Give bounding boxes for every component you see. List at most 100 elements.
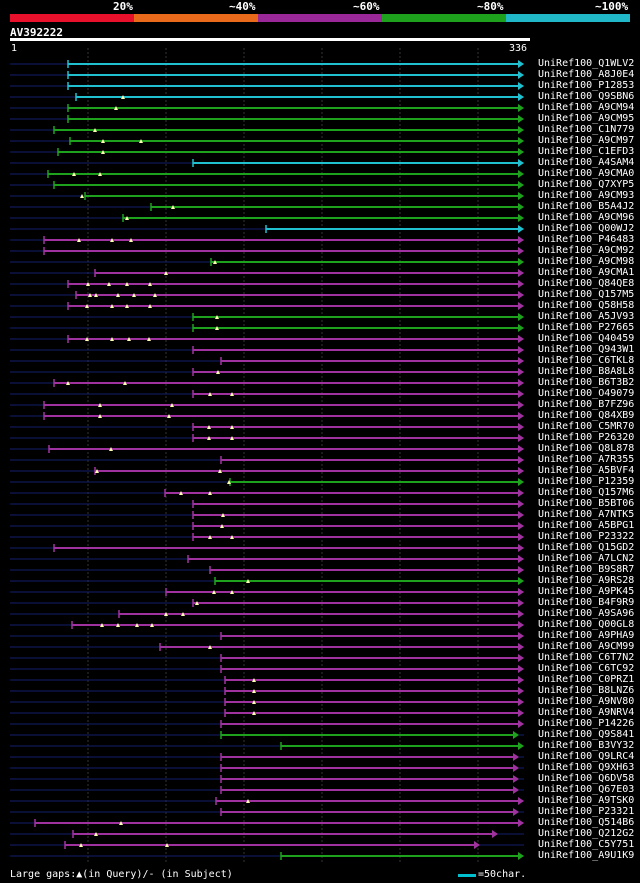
hit-label[interactable]: UniRef100_A9CMA0: [538, 168, 635, 179]
hit-label[interactable]: UniRef100_B3VY32: [538, 740, 635, 751]
hit-label[interactable]: UniRef100_A9CM98: [538, 256, 635, 267]
gap-marker: [165, 843, 169, 847]
hit-arrow: [492, 830, 498, 838]
hit-label[interactable]: UniRef100_Q7XYP5: [538, 179, 635, 190]
hit-label[interactable]: UniRef100_A9NV80: [538, 696, 635, 707]
hit-label[interactable]: UniRef100_P46483: [538, 234, 635, 245]
hit-label[interactable]: UniRef100_A7R355: [538, 454, 635, 465]
hit-label[interactable]: UniRef100_P26320: [538, 432, 635, 443]
hit-arrow: [518, 291, 524, 299]
hit-label[interactable]: UniRef100_Q1WLV2: [538, 58, 635, 69]
hit-label[interactable]: UniRef100_A5BVF4: [538, 465, 635, 476]
hit-label[interactable]: UniRef100_A9PK45: [538, 586, 635, 597]
hit-arrow: [518, 368, 524, 376]
hit-label[interactable]: UniRef100_A7NTK5: [538, 509, 635, 520]
hit-label[interactable]: UniRef100_Q40459: [538, 333, 635, 344]
hit-label[interactable]: UniRef100_A9CM94: [538, 102, 635, 113]
hit-label[interactable]: UniRef100_Q514B6: [538, 817, 635, 828]
hit-label[interactable]: UniRef100_A9CM93: [538, 190, 635, 201]
query-sequence-bar: [10, 38, 530, 41]
hit-label[interactable]: UniRef100_Q58H58: [538, 300, 635, 311]
hit-label[interactable]: UniRef100_A5BPG1: [538, 520, 635, 531]
hit-label[interactable]: UniRef100_Q943W1: [538, 344, 635, 355]
hit-label[interactable]: UniRef100_Q84XB9: [538, 410, 635, 421]
hit-label[interactable]: UniRef100_B9S8R7: [538, 564, 635, 575]
identity-scale-labels: 20% ~40% ~60% ~80% ~100%: [0, 0, 640, 14]
gap-marker: [153, 293, 157, 297]
hit-label[interactable]: UniRef100_B4F9R9: [538, 597, 635, 608]
gap-marker: [127, 337, 131, 341]
hit-label[interactable]: UniRef100_Q15GD2: [538, 542, 635, 553]
hit-label[interactable]: UniRef100_C1N779: [538, 124, 635, 135]
hit-arrow: [518, 709, 524, 717]
hit-label[interactable]: UniRef100_P23322: [538, 531, 635, 542]
legend-scale-bar: [458, 874, 476, 877]
hit-arrow: [518, 280, 524, 288]
hit-label[interactable]: UniRef100_A9CM97: [538, 135, 635, 146]
hit-label[interactable]: UniRef100_Q9S841: [538, 729, 635, 740]
gap-marker: [72, 172, 76, 176]
hit-label[interactable]: UniRef100_C5MR70: [538, 421, 635, 432]
hit-arrow: [518, 346, 524, 354]
hit-label[interactable]: UniRef100_Q67E03: [538, 784, 635, 795]
hit-label[interactable]: UniRef100_A9SA96: [538, 608, 635, 619]
hit-label[interactable]: UniRef100_Q157M6: [538, 487, 635, 498]
hit-arrow: [513, 786, 519, 794]
hit-label[interactable]: UniRef100_Q9XH63: [538, 762, 635, 773]
hit-label[interactable]: UniRef100_P14226: [538, 718, 635, 729]
hit-label[interactable]: UniRef100_P12359: [538, 476, 635, 487]
hit-label[interactable]: UniRef100_A9CM92: [538, 245, 635, 256]
hit-label[interactable]: UniRef100_B8A8L8: [538, 366, 635, 377]
hit-label[interactable]: UniRef100_A9CMA1: [538, 267, 635, 278]
hit-label[interactable]: UniRef100_A7LCN2: [538, 553, 635, 564]
hit-label[interactable]: UniRef100_Q9LRC4: [538, 751, 635, 762]
hit-label[interactable]: UniRef100_Q6DV58: [538, 773, 635, 784]
gap-marker: [207, 436, 211, 440]
hit-label[interactable]: UniRef100_A9RS28: [538, 575, 635, 586]
hit-label[interactable]: UniRef100_A4SAM4: [538, 157, 635, 168]
hit-label[interactable]: UniRef100_C0PRZ1: [538, 674, 635, 685]
hit-label[interactable]: UniRef100_A9TSK0: [538, 795, 635, 806]
hit-label[interactable]: UniRef100_C6TKL8: [538, 355, 635, 366]
hit-label[interactable]: UniRef100_P12853: [538, 80, 635, 91]
gap-marker: [132, 293, 136, 297]
hit-label[interactable]: UniRef100_Q212G2: [538, 828, 635, 839]
hit-arrow: [518, 159, 524, 167]
hit-label[interactable]: UniRef100_Q157M5: [538, 289, 635, 300]
hit-label[interactable]: UniRef100_O49079: [538, 388, 635, 399]
hit-label[interactable]: UniRef100_A8J0E4: [538, 69, 635, 80]
hit-label[interactable]: UniRef100_A9CM99: [538, 641, 635, 652]
hit-arrow: [518, 621, 524, 629]
hit-label[interactable]: UniRef100_Q9SBN6: [538, 91, 635, 102]
hit-arrow: [518, 203, 524, 211]
scale-segment-80: [382, 14, 506, 22]
hit-label[interactable]: UniRef100_A5JV93: [538, 311, 635, 322]
hit-label[interactable]: UniRef100_Q00WJ2: [538, 223, 635, 234]
hit-label[interactable]: UniRef100_Q84QE8: [538, 278, 635, 289]
hit-label[interactable]: UniRef100_C1EFD3: [538, 146, 635, 157]
gap-marker: [129, 238, 133, 242]
hit-label[interactable]: UniRef100_B5BT06: [538, 498, 635, 509]
hit-label[interactable]: UniRef100_B6T3B2: [538, 377, 635, 388]
hit-arrow: [518, 654, 524, 662]
hit-label[interactable]: UniRef100_A9NRV4: [538, 707, 635, 718]
hit-label[interactable]: UniRef100_B8LNZ6: [538, 685, 635, 696]
hit-label[interactable]: UniRef100_A9PHA9: [538, 630, 635, 641]
hit-label[interactable]: UniRef100_Q8L878: [538, 443, 635, 454]
hit-label[interactable]: UniRef100_A9U1K9: [538, 850, 635, 861]
hit-label[interactable]: UniRef100_P27665: [538, 322, 635, 333]
gap-marker: [252, 689, 256, 693]
hit-label[interactable]: UniRef100_P23321: [538, 806, 635, 817]
hit-label[interactable]: UniRef100_A9CM96: [538, 212, 635, 223]
hit-label[interactable]: UniRef100_A9CM95: [538, 113, 635, 124]
hit-label[interactable]: UniRef100_B5A4J2: [538, 201, 635, 212]
gap-marker: [215, 326, 219, 330]
hit-arrow: [513, 775, 519, 783]
hit-label[interactable]: UniRef100_B7FZ96: [538, 399, 635, 410]
hit-label[interactable]: UniRef100_C6T7N2: [538, 652, 635, 663]
gap-marker: [208, 491, 212, 495]
gap-marker: [252, 678, 256, 682]
hit-label[interactable]: UniRef100_C5Y751: [538, 839, 635, 850]
hit-label[interactable]: UniRef100_C6TC92: [538, 663, 635, 674]
hit-label[interactable]: UniRef100_Q00GL8: [538, 619, 635, 630]
